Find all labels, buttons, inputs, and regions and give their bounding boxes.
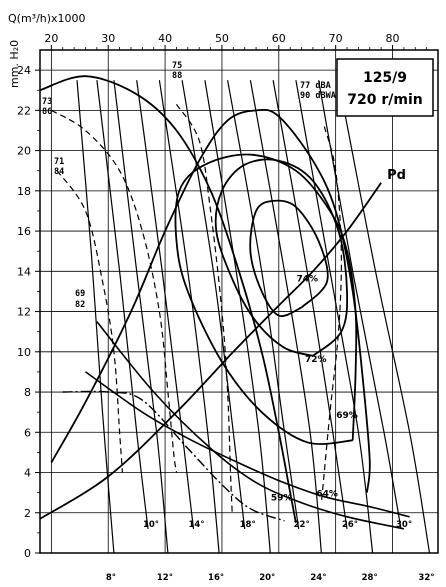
x-tick-label: 30 <box>101 32 115 45</box>
blade-angle-label: 12° <box>157 573 173 583</box>
blade-angle-curve <box>249 80 322 554</box>
noise-curve <box>51 109 178 473</box>
noise-dba-label: 73 <box>42 97 52 107</box>
blade-angle-curve <box>181 80 246 529</box>
noise-dba-label: 71 <box>54 157 64 167</box>
efficiency-contour <box>249 199 329 317</box>
efficiency-label: 72% <box>305 355 327 365</box>
model-number: 125/9 <box>363 70 407 86</box>
blade-angle-label: 24° <box>310 573 326 583</box>
blade-angle-curve <box>204 80 271 554</box>
noise-curve <box>56 170 123 473</box>
x-tick-label: 80 <box>386 32 400 45</box>
efficiency-contour <box>39 75 297 523</box>
dynamic-pressure-curve <box>39 182 382 520</box>
efficiency-label: 64% <box>316 490 338 500</box>
pd-label: Pd <box>387 168 406 183</box>
blade-angle-label: 20° <box>259 573 275 583</box>
y-tick-label: 0 <box>24 547 31 560</box>
y-tick-label: 2 <box>24 507 31 520</box>
noise-dbwa-label: 86 <box>42 107 52 117</box>
blade-angle-label: 18° <box>240 520 256 530</box>
noise-dba-label: 69 <box>75 289 85 299</box>
blade-angle-curve <box>227 80 300 529</box>
blade-angle-curve <box>113 80 169 554</box>
efficiency-label: 74% <box>296 274 318 284</box>
blade-angle-label: 28° <box>362 573 378 583</box>
y-tick-label: 8 <box>24 386 31 399</box>
blade-angle-label: 26° <box>342 520 358 530</box>
blade-angle-curve <box>337 80 431 554</box>
y-tick-label: 14 <box>17 265 31 278</box>
blade-angle-label: 32° <box>418 573 434 583</box>
x-tick-label: 70 <box>329 32 343 45</box>
x-tick-label: 50 <box>215 32 229 45</box>
y-tick-label: 4 <box>24 467 31 480</box>
x-tick-label: 60 <box>272 32 286 45</box>
info-box-frame <box>336 58 434 117</box>
blade-angle-label: 30° <box>396 520 412 530</box>
efficiency-contour <box>174 153 358 445</box>
left-axis-title: mm. H₂0 <box>8 40 21 88</box>
efficiency-label: 59% <box>271 494 293 504</box>
dash-dot-curve <box>62 390 285 522</box>
noise-curve <box>175 103 233 513</box>
blade-angle-curve <box>96 80 149 529</box>
blade-angle-curve <box>295 80 374 554</box>
system-resistance-curve <box>85 371 410 518</box>
noise-dbwa-label: 88 <box>172 71 182 81</box>
plot-frame <box>39 49 439 554</box>
system-resistance-curve <box>96 321 405 530</box>
blade-angle-label: 16° <box>208 573 224 583</box>
y-tick-label: 24 <box>17 64 31 77</box>
blade-angle-curve <box>158 80 220 554</box>
blade-angle-label: 22° <box>294 520 310 530</box>
blade-angle-label: 14° <box>188 520 204 530</box>
noise-dbwa-label: 84 <box>54 167 64 177</box>
blade-angle-label: 8° <box>106 573 116 583</box>
noise-dbwa-label: 90 dBWA <box>300 91 336 101</box>
noise-dba-label: 77 dBA <box>300 81 331 91</box>
y-tick-label: 20 <box>17 145 31 158</box>
x-tick-label: 20 <box>44 32 58 45</box>
blade-angle-curve <box>76 80 115 554</box>
rotation-speed: 720 r/min <box>347 92 422 108</box>
blade-angle-curve <box>318 80 402 530</box>
noise-curve <box>320 126 342 503</box>
top-axis-title: Q(m³/h)x1000 <box>8 12 86 25</box>
y-tick-label: 18 <box>17 185 31 198</box>
noise-dbwa-label: 82 <box>75 300 85 310</box>
y-tick-label: 6 <box>24 426 31 439</box>
y-tick-label: 10 <box>17 346 31 359</box>
blade-angle-label: 10° <box>143 520 159 530</box>
y-tick-label: 12 <box>17 306 31 319</box>
y-tick-label: 22 <box>17 104 31 117</box>
noise-dba-label: 75 <box>172 61 182 71</box>
y-tick-label: 16 <box>17 225 31 238</box>
curves-layer <box>39 75 431 554</box>
x-tick-label: 40 <box>158 32 172 45</box>
info-box: 125/9 720 r/min <box>336 58 434 117</box>
labels-layer: 8° 10° 12° 14° 16° 18° 20° 22° 24° 26° 28° 30° 32° 59… <box>42 61 435 583</box>
blade-angle-curve <box>136 80 195 529</box>
efficiency-contour <box>214 158 349 357</box>
efficiency-label: 69% <box>336 411 358 421</box>
efficiency-contour <box>50 108 371 493</box>
blade-angle-curve <box>272 80 348 529</box>
